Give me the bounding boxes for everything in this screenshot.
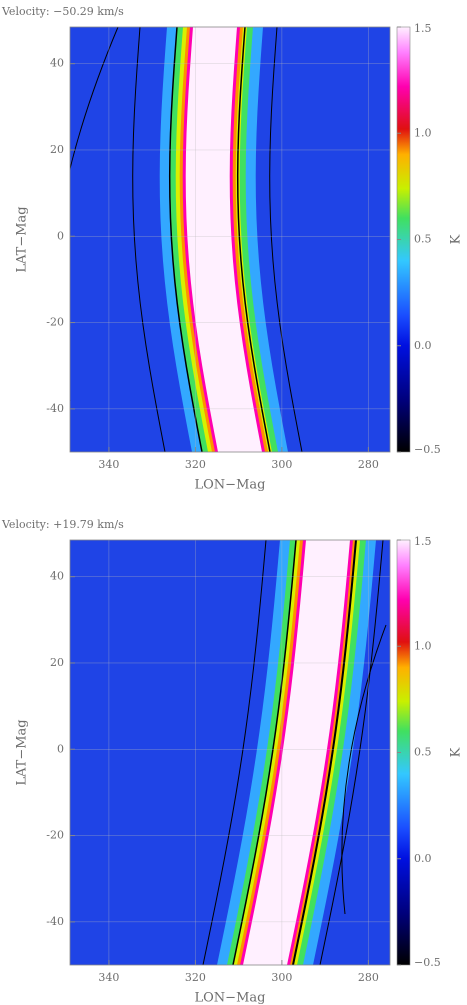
colorbar-tick-label: 0.5 [414,746,432,759]
contour [132,27,166,452]
emission-band [185,27,262,452]
y-tick-label: 0 [57,742,64,755]
x-tick-label: 280 [358,971,379,984]
contour [70,27,119,401]
colorbar-tick-label: 1.5 [414,535,432,548]
x-tick-label: 280 [358,458,379,471]
map-image [70,27,390,452]
x-tick-label: 320 [185,971,206,984]
y-tick-label: 40 [50,57,64,70]
colorbar-tick-label: −0.5 [414,443,441,456]
plot-frame [69,26,391,453]
x-tick-label: 340 [98,458,119,471]
y-axis-label: LAT−Mag [15,206,30,272]
contour [292,540,357,965]
contour [202,540,267,965]
y-tick-label: 0 [57,229,64,242]
x-axis-label: LON−Mag [195,478,266,493]
y-tick-label: 20 [50,656,64,669]
chart-title: Velocity: −50.29 km/s [1,5,124,18]
y-tick-label: -40 [46,402,64,415]
contour [168,27,203,452]
colorbar-tick-label: 0.0 [414,339,432,352]
colorbar-tick-label: 1.5 [414,22,432,35]
contour [269,27,303,452]
x-axis-label: LON−Mag [195,991,266,1005]
colorbar-tick-label: 1.0 [414,126,432,139]
y-axis-label: LAT−Mag [15,719,30,785]
colorbar-tick-label: 0.5 [414,233,432,246]
y-tick-label: -20 [46,316,64,329]
colorbar-label: K [449,234,464,244]
y-tick-label: -20 [46,829,64,842]
colorbar-tick-label: −0.5 [414,956,441,969]
chart-title: Velocity: +19.79 km/s [1,518,124,531]
emission-band [243,540,350,965]
colorbar-tick-label: 0.0 [414,852,432,865]
map-image [70,540,390,965]
x-tick-label: 320 [185,458,206,471]
x-tick-label: 300 [271,971,292,984]
contour [232,540,297,965]
plot-frame [69,539,391,966]
contour [236,27,271,452]
x-tick-label: 300 [271,458,292,471]
y-tick-label: 20 [50,143,64,156]
y-tick-label: -40 [46,915,64,928]
x-tick-label: 340 [98,971,119,984]
y-tick-label: 40 [50,570,64,583]
contour [341,624,387,915]
colorbar-tick-label: 1.0 [414,639,432,652]
contour [319,540,384,965]
colorbar-label: K [449,747,464,757]
